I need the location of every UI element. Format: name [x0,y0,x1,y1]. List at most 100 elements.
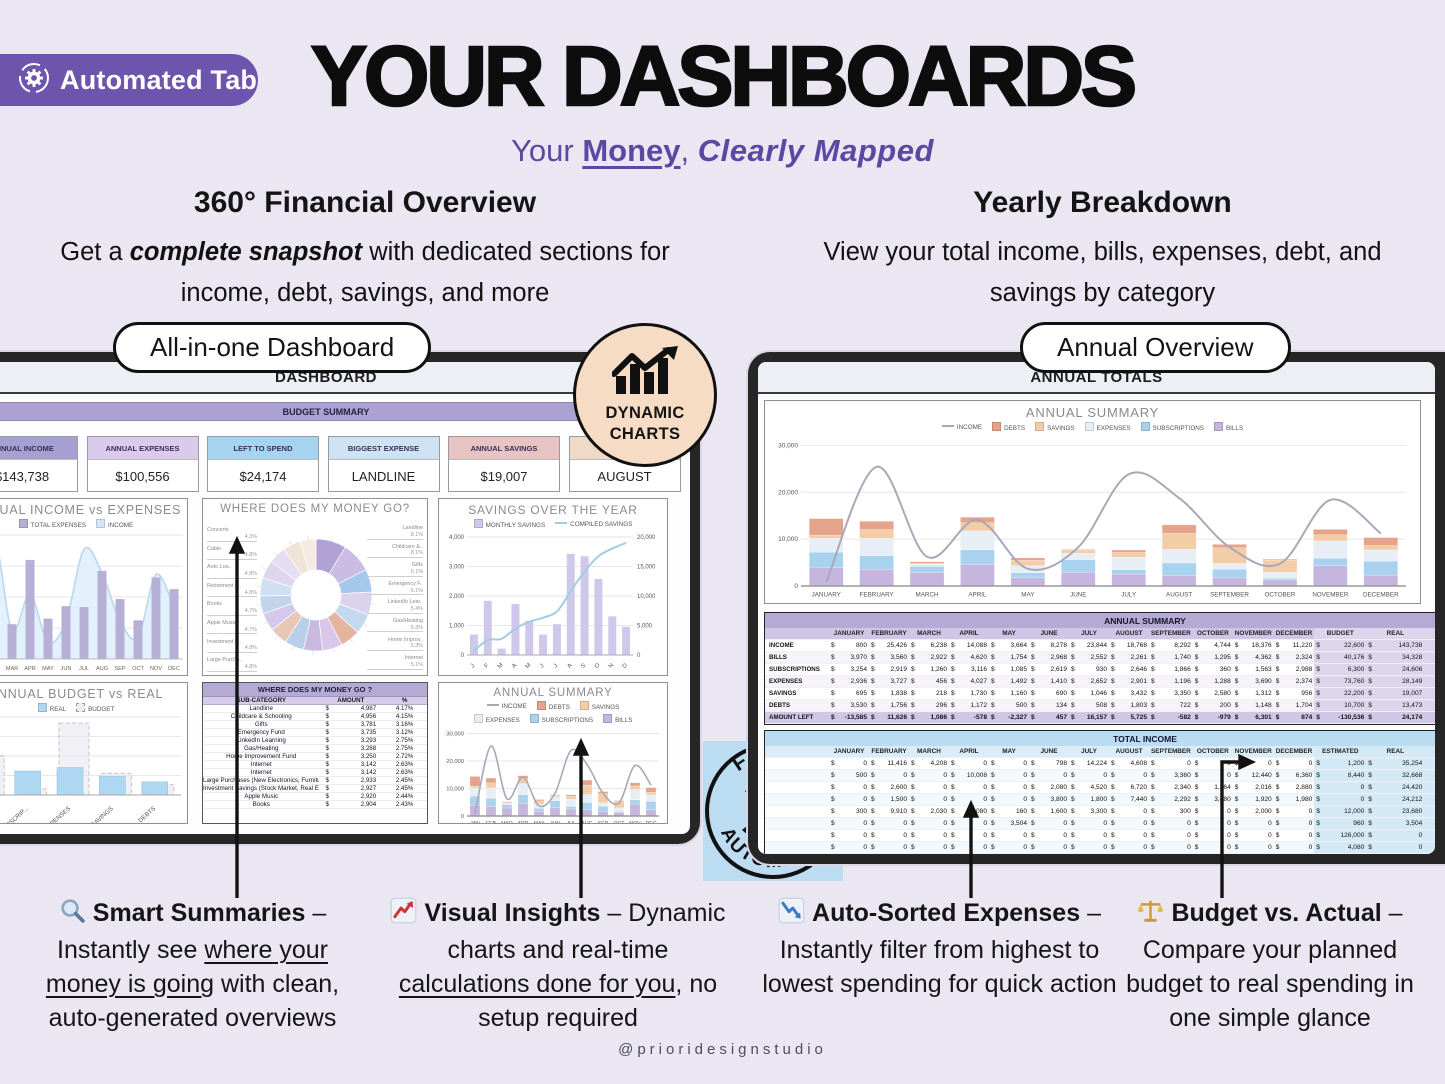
callout-text: – Instantly filter from highest to lowes… [762,899,1117,998]
svg-text:0: 0 [461,653,465,659]
chart-down-icon [778,897,805,933]
svg-text:APRIL: APRIL [968,591,987,598]
right-section-body: View your total income, bills, expenses,… [823,238,1382,308]
table-row: Landline $4,987 4.17% [203,705,427,713]
chart-legend: INCOME DEBTS SAVINGS EXPENSES SUBSCRIPTIONS B… [468,701,638,724]
svg-text:MAY: MAY [1021,591,1035,598]
magnifier-icon [59,897,86,933]
automated-tab-label: Automated Tab [60,64,258,95]
donut-labels-l: Concerts 4.3% Cable 4.8% Auto Loa.. 4.8% Retir… [207,527,257,675]
svg-text:JUNE: JUNE [1070,591,1086,598]
callout-visual-insights: Visual Insights – Dynamic charts and rea… [388,896,728,1035]
savings-over-the-year-chart: SAVINGS OVER THE YEAR MONTHLY SAVINGS COMP… [438,498,668,676]
chart-up-icon [390,897,417,933]
total-income-table: TOTAL INCOME JANUARY FEBRUARY MARCH APRIL MAY… [764,730,1435,854]
kpi-label: ANNUAL SAVINGS [449,437,559,460]
kpi-label: LEFT TO SPEND [208,437,318,460]
annual-budget-vs-real-chart: ANNUAL BUDGET vs REALREALBUDGETBILLSSUBS… [0,682,188,824]
dynamic-charts-line2: CHARTS [609,424,681,443]
svg-text:NOV: NOV [150,666,162,672]
svg-text:SEP: SEP [598,821,609,824]
table-row: Internet $3,142 2.63% [203,769,427,777]
table-row: DEBTS $3,530 $1,756 $296 $1,172 $500 $134 $508 $… [765,699,1435,712]
svg-text:OCT: OCT [614,821,626,824]
page-subtitle: Your Money, Clearly Mapped [0,133,1445,169]
table-row: AMOUNT LEFT $ -13,585 $11,626 $1,086 $ -578 $ -2… [765,711,1435,724]
svg-text:DEC: DEC [646,821,657,824]
svg-text:N: N [608,663,615,670]
table-row: $300 $9,910 $2,030 $4,080 $160 $1,600 $3,300 $0… [765,805,1435,818]
callout-text: Budget vs. Actual [1171,899,1382,927]
svg-text:M: M [497,662,505,670]
callout-text: , no setup required [478,970,718,1032]
annual-tablet: ANNUAL TOTALS ANNUAL SUMMARY INCOME DEBTS S… [748,352,1445,864]
table-row: Childcare & Schooling $4,956 4.15% [203,713,427,721]
gear-icon [18,62,50,99]
table-title: TOTAL INCOME [765,731,1435,746]
svg-text:MAY: MAY [42,666,54,672]
table-row: BILLS $3,970 $3,560 $2,922 $4,620 $1,754 $2,96… [765,651,1435,664]
table-row: SUBSCRIPTIONS $3,254 $2,919 $1,260 $3,116 $1,… [765,663,1435,676]
where-does-my-money-go-chart: WHERE DOES MY MONEY GO? Concerts 4.3% Cable… [202,498,428,676]
donut-labels-r: Landline 8.1% Childcare &.. 8.1% Gifts 6.1% Em… [367,525,423,674]
callout-text: Visual Insights [424,899,601,927]
annual-overview-pill: Annual Overview [1020,322,1291,373]
table-header: JANUARY FEBRUARY MARCH APRIL MAY JUNE JULY AUGU… [765,628,1435,640]
table-row: EXPENSES $2,936 $3,727 $456 $4,027 $1,492 $1,4… [765,675,1435,688]
svg-text:AUGUST: AUGUST [1166,591,1192,598]
svg-text:20,000: 20,000 [637,535,656,541]
kpi-card: LEFT TO SPEND $24,174 [207,436,319,492]
table-row: Internet $3,142 2.63% [203,761,427,769]
chart-title: ANNUAL INCOME vs EXPENSES [0,503,182,517]
kpi-card: ANNUAL INCOME $143,738 [0,436,78,492]
svg-text:JUN: JUN [61,666,72,672]
svg-text:20,000: 20,000 [778,489,798,496]
callout-text: calculations done for you [398,970,676,998]
callout-smart-summaries: Smart Summaries – Instantly see where yo… [25,896,360,1035]
table-title: ANNUAL SUMMARY [765,613,1435,628]
annual-summary-small-chart: ANNUAL SUMMARY INCOME DEBTS SAVINGS EXPENSES… [438,682,668,824]
callout-auto-sorted-expenses: Auto-Sorted Expenses – Instantly filter … [762,896,1117,1001]
svg-text:10,000: 10,000 [446,787,464,793]
callout-text: Smart Summaries [92,899,306,927]
kpi-label: BIGGEST EXPENSE [328,437,439,460]
svg-text:30,000: 30,000 [778,442,798,449]
kpi-card: ANNUAL EXPENSES $100,556 [86,436,199,492]
bar-chart-arrow-icon [611,345,678,401]
kpi-value: $100,556 [115,468,170,484]
left-section-heading: 360° Financial Overview [193,186,537,219]
table-row: $0$0$0$0$3,504$0$0$0$0$0$0$0$960$3,50436… [765,817,1435,830]
svg-text:J: J [539,663,545,669]
svg-text:JULY: JULY [1121,591,1137,598]
left-section-body: Get a complete snapshot with dedicated s… [35,232,695,315]
table-row: Apple Music $2,920 2.44% [203,793,427,801]
callout-text: – Compare your planned budget to real sp… [1126,899,1414,1032]
svg-text:10,000: 10,000 [778,536,798,543]
svg-text:F: F [484,663,491,670]
chart-legend: TOTAL EXPENSES INCOME [0,519,187,529]
svg-text:MAR: MAR [501,821,513,824]
chart-title: WHERE DOES MY MONEY GO? [220,503,410,515]
svg-text:AUG: AUG [96,666,108,672]
svg-text:SEPTEMBER: SEPTEMBER [1210,591,1249,598]
svg-text:2,000: 2,000 [449,594,465,600]
svg-text:OCT: OCT [132,666,144,672]
table-row: SAVINGS $695 $1,838 $218 $1,730 $1,160 $690 $1,… [765,687,1435,700]
annual-screen: ANNUAL TOTALS ANNUAL SUMMARY INCOME DEBTS S… [758,362,1435,854]
svg-text:10,000: 10,000 [637,594,656,600]
svg-text:NOVEMBER: NOVEMBER [1312,591,1348,598]
kpi-label: ANNUAL INCOME [0,437,77,460]
kpi-label: ANNUAL EXPENSES [87,437,198,460]
annual-income-vs-expenses-chart: ANNUAL INCOME vs EXPENSES TOTAL EXPENSESI… [0,498,188,676]
table-row: $0 $2,600 $0 $0 $0 $2,080 $4,520 $6,720 $2,340 $1… [765,781,1435,794]
svg-text:MAR: MAR [6,666,18,672]
svg-text:1,000: 1,000 [449,624,465,630]
table-row: Emergency Fund $3,735 3.12% [203,729,427,737]
svg-text:A: A [511,663,518,670]
dashboard-screen: DASHBOARD BUDGET SUMMARY ANNUAL INCOME $… [0,362,690,834]
svg-text:0: 0 [461,814,464,820]
dynamic-charts-sticker: DYNAMIC CHARTS [573,323,717,467]
chart-title: SAVINGS OVER THE YEAR [468,503,638,517]
table-row: $0$0$0$0$0$0$0$0$0$0$0$0$4,080$00 [765,841,1435,854]
left-body-post: with dedicated sections for income, debt… [180,238,670,308]
